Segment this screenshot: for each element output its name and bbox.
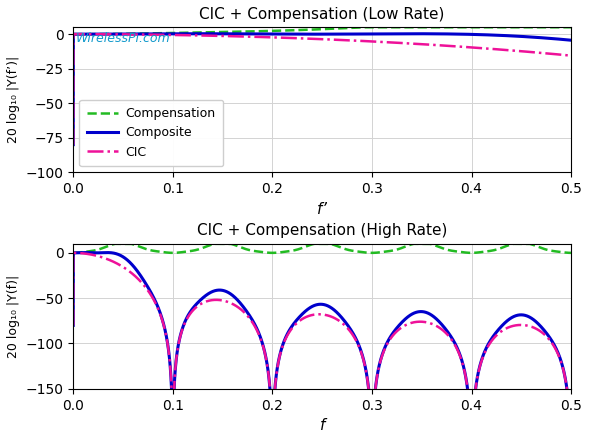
Compensation <box>110 242 117 247</box>
Compensation <box>297 27 304 33</box>
Compensation <box>358 25 365 30</box>
Compensation <box>568 250 575 256</box>
CIC <box>116 32 123 37</box>
Line: CIC: CIC <box>73 34 571 145</box>
CIC <box>297 36 304 41</box>
Composite <box>297 32 304 37</box>
Compensation <box>116 241 123 246</box>
Compensation <box>405 243 412 248</box>
Line: Composite: Composite <box>73 34 571 145</box>
CIC <box>70 323 77 328</box>
Compensation <box>375 25 382 30</box>
Title: CIC + Compensation (High Rate): CIC + Compensation (High Rate) <box>197 224 448 238</box>
CIC <box>496 330 503 335</box>
Composite <box>375 366 382 371</box>
Composite <box>405 31 412 37</box>
X-axis label: f’: f’ <box>317 202 327 216</box>
Composite <box>116 253 123 258</box>
Line: Compensation: Compensation <box>73 27 571 34</box>
Y-axis label: 20 log₁₀ |Y(f)|: 20 log₁₀ |Y(f)| <box>7 275 20 358</box>
Composite <box>70 142 77 147</box>
CIC <box>375 366 382 371</box>
Compensation <box>110 31 117 37</box>
Composite <box>110 31 117 37</box>
CIC <box>405 41 412 46</box>
CIC <box>496 47 503 52</box>
CIC <box>568 53 575 58</box>
CIC <box>375 39 382 44</box>
CIC <box>110 32 117 37</box>
Composite <box>297 313 305 318</box>
CIC <box>568 391 575 396</box>
Composite <box>82 250 89 255</box>
Compensation <box>496 25 503 30</box>
CIC <box>168 391 176 396</box>
CIC <box>297 317 305 323</box>
Compensation <box>375 250 382 255</box>
Composite <box>496 33 503 38</box>
CIC <box>405 321 412 326</box>
CIC <box>70 250 77 256</box>
Composite <box>405 314 412 319</box>
Composite <box>70 323 77 328</box>
Title: CIC + Compensation (Low Rate): CIC + Compensation (Low Rate) <box>200 7 445 22</box>
CIC <box>116 262 123 268</box>
Compensation <box>568 25 575 30</box>
Compensation <box>70 250 77 256</box>
Line: CIC: CIC <box>73 253 571 393</box>
X-axis label: f: f <box>319 418 325 433</box>
Y-axis label: 20 log₁₀ |Y(f’)|: 20 log₁₀ |Y(f’)| <box>7 56 20 143</box>
Composite <box>110 250 117 256</box>
Compensation <box>405 25 412 30</box>
Line: Compensation: Compensation <box>73 244 571 253</box>
Composite <box>496 326 503 331</box>
Legend: Compensation, Composite, CIC: Compensation, Composite, CIC <box>80 99 223 166</box>
Composite <box>193 31 200 37</box>
Composite <box>568 391 575 396</box>
CIC <box>70 32 77 37</box>
CIC <box>70 142 77 147</box>
Compensation <box>70 32 77 37</box>
Text: WirelessPi.com: WirelessPi.com <box>76 32 170 44</box>
Composite <box>116 31 123 37</box>
Compensation <box>111 241 118 246</box>
CIC <box>110 259 117 264</box>
Composite <box>375 31 382 37</box>
Compensation <box>116 31 123 37</box>
Line: Composite: Composite <box>73 253 571 393</box>
Compensation <box>297 246 304 251</box>
Composite <box>568 37 575 43</box>
Compensation <box>496 246 503 251</box>
Composite <box>168 391 176 396</box>
